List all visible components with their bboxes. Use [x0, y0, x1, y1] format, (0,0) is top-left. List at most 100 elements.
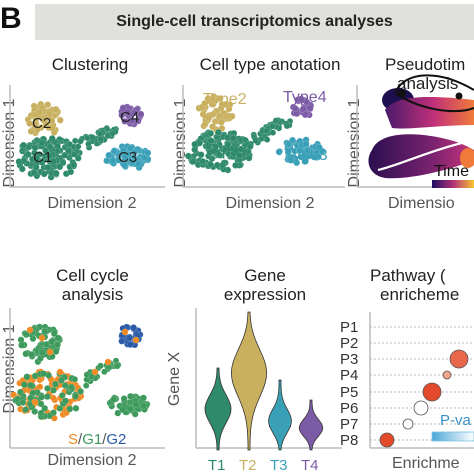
cell-dot — [132, 336, 140, 344]
cell-dot — [283, 122, 291, 130]
pseudotime-trajectory — [377, 74, 474, 172]
cell-dot — [121, 117, 129, 125]
violin-t3 — [268, 379, 292, 451]
pathway-label: P7 — [340, 416, 358, 433]
cell-dot — [48, 135, 56, 142]
cell-dot — [287, 156, 295, 164]
cell-dot — [293, 159, 300, 167]
cell-dot — [232, 161, 239, 169]
cell-dot — [126, 144, 134, 152]
cell-dot — [72, 393, 79, 400]
pvalue-legend-label: P-va — [440, 412, 472, 429]
pathway-axes — [369, 312, 474, 449]
cell-dot — [82, 382, 90, 389]
cell-dot — [101, 368, 108, 375]
cell-dot — [36, 108, 43, 116]
cell-dot — [40, 370, 47, 378]
cell-dot — [130, 324, 138, 331]
cell-dot — [296, 147, 304, 155]
cell-dot — [36, 383, 44, 391]
pathway-dot — [449, 349, 469, 369]
cell-dot — [235, 151, 243, 159]
cell-dot — [38, 349, 46, 356]
gene-title-1: Gene — [244, 266, 286, 285]
cell-dot — [38, 393, 45, 401]
gene-title-2: expression — [223, 285, 307, 304]
pathway-dot — [413, 400, 429, 416]
cell-dot — [19, 399, 27, 406]
cell-dot — [89, 133, 96, 141]
cell-dot — [50, 386, 57, 394]
cell-dot — [65, 147, 72, 155]
cell-dot — [132, 400, 140, 408]
cell-dot — [45, 152, 53, 160]
pathway-label: P2 — [340, 335, 358, 352]
cell-dot — [184, 152, 192, 160]
cell-dot — [140, 394, 147, 402]
cell-dot — [104, 132, 112, 140]
cell-dot — [33, 154, 40, 162]
cell-dot — [252, 137, 259, 144]
type-label-4: Type4 — [283, 89, 327, 106]
cell-dot — [197, 151, 205, 159]
cell-dot — [27, 127, 35, 135]
cell-dot — [22, 331, 30, 338]
cell-dot — [299, 105, 307, 113]
cell-dot — [110, 147, 118, 155]
violin-tick-t3: T3 — [270, 457, 288, 474]
cell-dot — [135, 160, 142, 168]
type-label-1: Type1 — [205, 142, 249, 159]
cell-dot — [224, 141, 232, 149]
pathway-label: P3 — [340, 351, 358, 368]
cell-dot — [28, 351, 35, 358]
cell-dot — [41, 327, 49, 335]
cell-dot — [58, 377, 65, 384]
cell-dot — [113, 362, 121, 370]
cell-dot — [216, 112, 224, 120]
cell-dot — [42, 146, 49, 154]
cell-dot — [302, 140, 310, 148]
cell-dot — [50, 330, 58, 338]
cell-dot — [126, 334, 133, 342]
figure-title: Single-cell transcriptomics analyses — [116, 13, 393, 30]
clustering-x-label: Dimension 2 — [47, 195, 137, 212]
cell-dot — [221, 101, 229, 109]
cell-dot — [34, 125, 41, 133]
cell-dot — [23, 373, 31, 381]
clustering-title: Clustering — [51, 55, 129, 74]
cell-dot — [269, 129, 277, 136]
cell-dot — [26, 326, 34, 334]
cell-dot — [18, 341, 25, 349]
cell-dot — [263, 127, 270, 135]
cell-dot — [31, 144, 39, 151]
cell-dot — [38, 334, 46, 342]
panel-letter: B — [0, 2, 22, 35]
cell-dot — [22, 406, 30, 413]
cell-dot — [46, 143, 54, 151]
cell-dot — [303, 147, 311, 154]
annotation-title: Cell type anotation — [199, 55, 341, 74]
cell-dot — [119, 406, 126, 413]
cell-dot — [122, 154, 129, 162]
cell-dot — [291, 105, 299, 112]
pvalue-colorbar — [431, 431, 474, 442]
pathway-title-2: enricheme — [380, 285, 460, 304]
cell-dot — [121, 328, 129, 336]
cell-dot — [269, 122, 276, 130]
cell-dot — [26, 120, 33, 127]
cell-dot — [272, 117, 280, 124]
violin-tick-t4: T4 — [301, 457, 319, 474]
cell-dot — [285, 140, 292, 148]
cell-dot — [217, 118, 225, 126]
cell-dot — [54, 334, 62, 342]
pathway-dot — [422, 382, 442, 402]
cell-dot — [189, 158, 197, 165]
cell-dot — [52, 380, 59, 388]
cell-dot — [85, 140, 92, 148]
cell-dot — [228, 112, 236, 120]
cell-dot — [56, 163, 64, 171]
cell-dot — [311, 153, 319, 161]
